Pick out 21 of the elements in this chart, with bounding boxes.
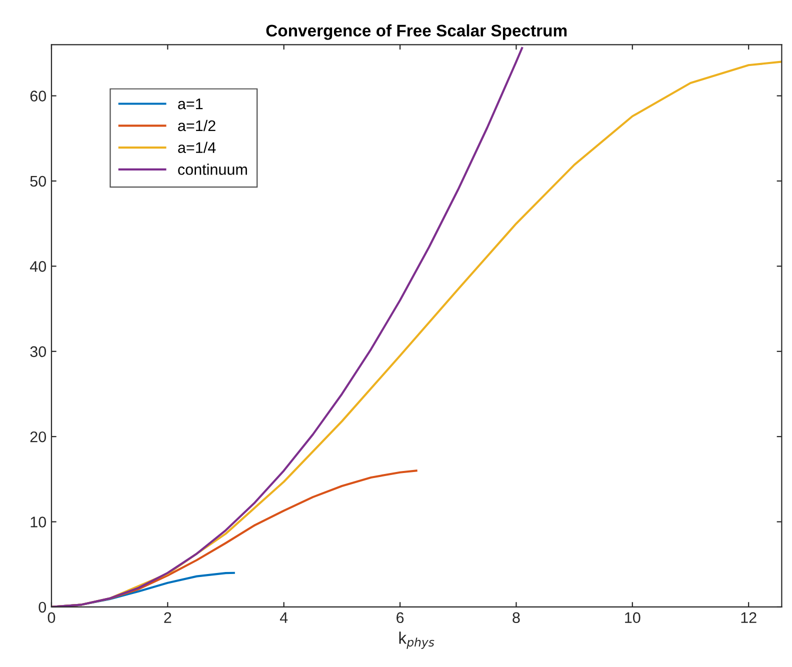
y-tick-label: 60: [30, 90, 46, 102]
chart-title: Convergence of Free Scalar Spectrum: [266, 24, 567, 40]
x-tick-label: 2: [164, 612, 172, 623]
y-tick-label: 10: [30, 516, 46, 528]
legend-label: a=1/2: [178, 120, 216, 132]
y-tick-label: 50: [30, 176, 46, 187]
x-tick-label: 0: [48, 612, 56, 624]
x-tick-label: 4: [280, 612, 288, 623]
x-tick-label: 10: [625, 612, 640, 624]
x-axis-title: k$_{phys}$: [399, 632, 434, 649]
x-tick-label: 6: [396, 612, 404, 624]
y-tick-label: 40: [30, 261, 46, 272]
x-tick-label: 12: [741, 612, 756, 623]
y-tick-label: 30: [30, 346, 46, 358]
y-tick-label: 0: [38, 602, 46, 613]
legend-label: continuum: [178, 164, 247, 175]
x-tick-label: 8: [512, 612, 520, 624]
legend-label: a=1: [178, 98, 203, 110]
line-series: [51, 47, 524, 607]
legend-label: a=1/4: [178, 142, 216, 154]
y-tick-label: 20: [30, 431, 46, 442]
